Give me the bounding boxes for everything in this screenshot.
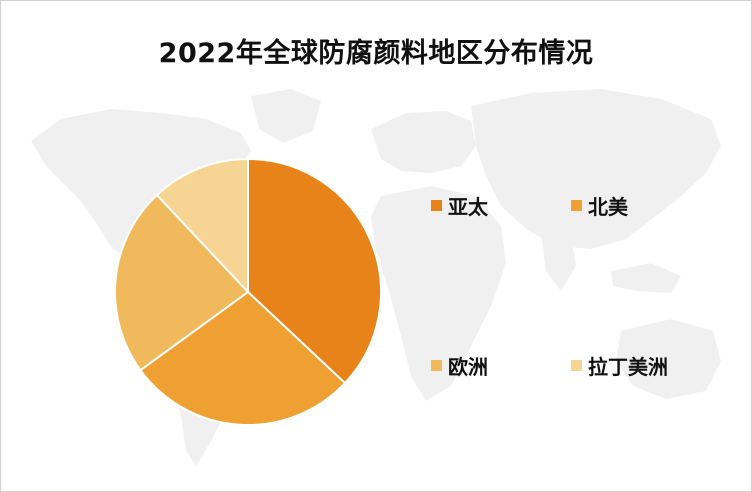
legend-item-4: 拉丁美洲 <box>571 353 668 379</box>
pie-slice-1 <box>247 157 382 385</box>
legend-swatch-3 <box>431 359 442 371</box>
legend-swatch-2 <box>571 199 582 211</box>
legend-item-1: 亚太 <box>431 193 488 219</box>
pie-slice-3 <box>114 193 250 372</box>
legend-label-2: 北美 <box>588 194 628 219</box>
legend-swatch-4 <box>571 359 582 371</box>
pie-slice-4 <box>155 157 249 295</box>
pie-slice-2 <box>139 290 347 426</box>
chart-title: 2022年全球防腐颜料地区分布情况 <box>158 38 594 69</box>
legend-swatch-1 <box>431 199 442 211</box>
legend-item-3: 欧洲 <box>431 353 488 379</box>
legend-label-4: 拉丁美洲 <box>588 354 668 379</box>
legend-label-3: 欧洲 <box>448 354 488 379</box>
legend-item-2: 北美 <box>571 193 628 219</box>
legend-label-1: 亚太 <box>448 194 488 219</box>
